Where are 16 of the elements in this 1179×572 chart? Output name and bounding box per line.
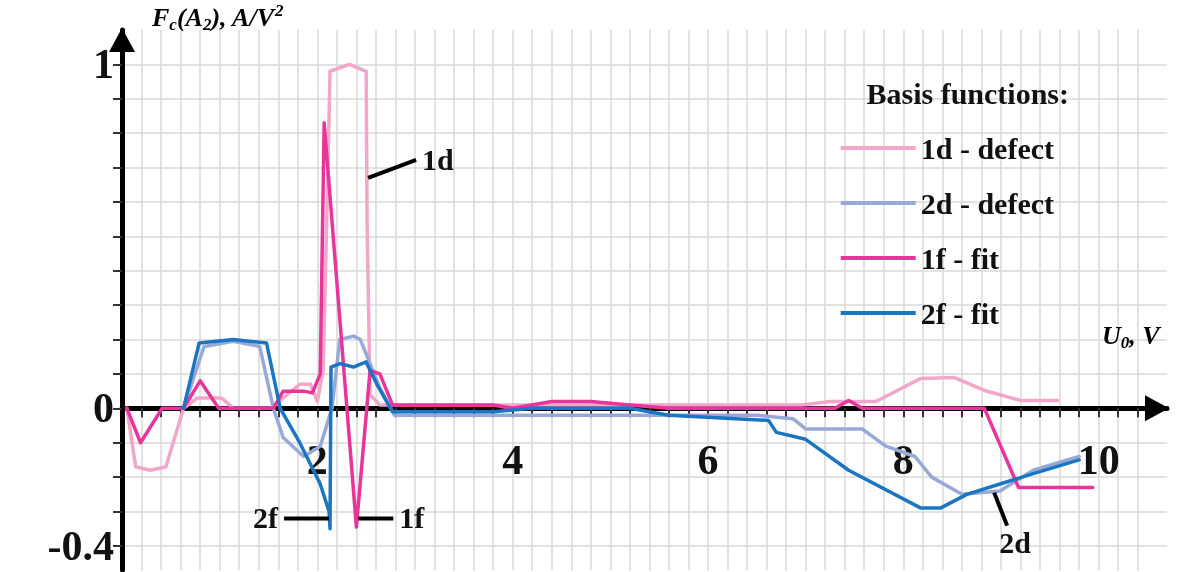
annotation: 2f [253,501,279,535]
legend-label: 1f - fit [920,241,1000,275]
annotation: 2d [999,525,1031,559]
y-tick-label: 0 [93,385,114,432]
legend-label: 1d - defect [920,131,1055,165]
y-tick-label: -0.4 [47,522,114,569]
line-series [181,337,1081,531]
legend-label: 2f - fit [920,296,1000,330]
legend-label: 2d - defect [920,186,1055,220]
x-tick-label: 10 [1077,436,1120,483]
annotation: 1f [399,501,425,535]
legend-title: Basis functions: [866,76,1069,110]
x-tick-label: 6 [697,436,719,483]
x-tick-label: 4 [502,436,524,483]
y-tick-label: 1 [93,41,114,88]
annotation: 1d [422,142,454,176]
